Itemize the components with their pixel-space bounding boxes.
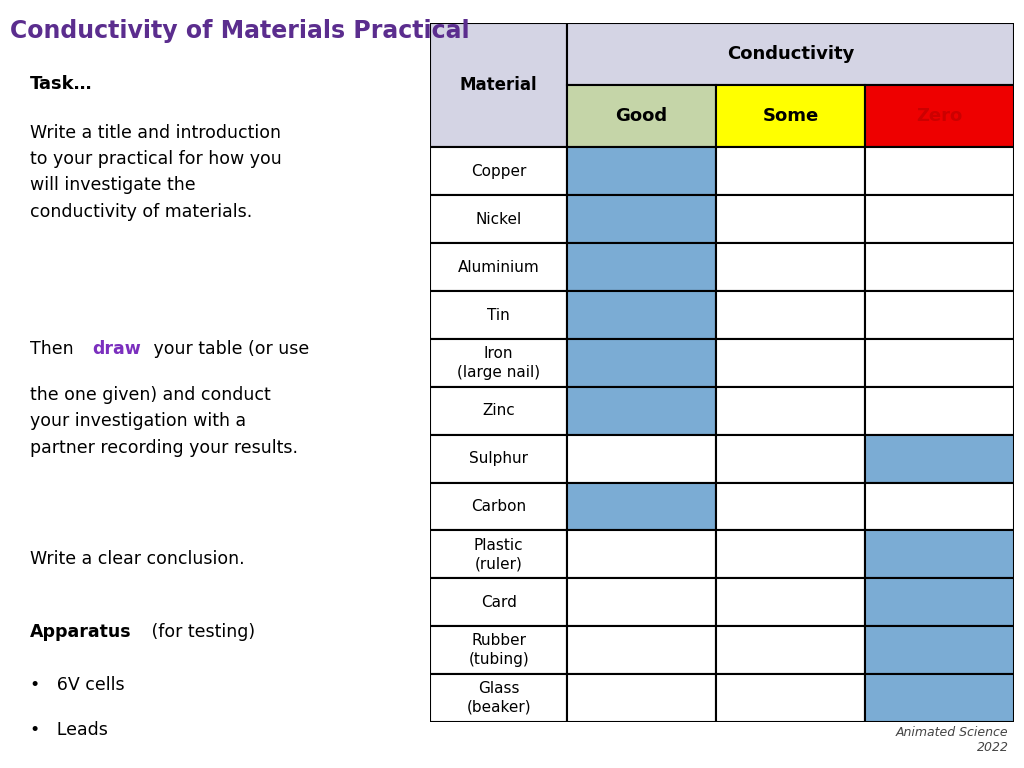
Bar xyxy=(716,291,865,339)
Text: Good: Good xyxy=(615,108,668,125)
Text: Iron
(large nail): Iron (large nail) xyxy=(457,346,541,379)
Bar xyxy=(430,387,567,435)
Text: Zinc: Zinc xyxy=(482,403,515,419)
Text: Task…: Task… xyxy=(31,74,93,93)
Text: Plastic
(ruler): Plastic (ruler) xyxy=(474,538,523,571)
Bar xyxy=(567,23,1014,85)
Bar xyxy=(567,387,716,435)
Text: (for testing): (for testing) xyxy=(146,624,255,641)
Bar xyxy=(865,339,1014,387)
Bar xyxy=(430,531,567,578)
Bar xyxy=(865,387,1014,435)
Bar xyxy=(567,482,716,531)
Text: the one given) and conduct
your investigation with a
partner recording your resu: the one given) and conduct your investig… xyxy=(31,386,298,456)
Text: Aluminium: Aluminium xyxy=(458,260,540,275)
Bar xyxy=(716,578,865,626)
Text: •   6V cells: • 6V cells xyxy=(31,676,125,694)
Text: Tin: Tin xyxy=(487,307,510,323)
Text: Rubber
(tubing): Rubber (tubing) xyxy=(468,634,529,667)
Bar xyxy=(430,147,567,195)
Bar xyxy=(567,531,716,578)
Bar xyxy=(430,578,567,626)
Bar xyxy=(567,243,716,291)
Bar xyxy=(430,435,567,482)
Text: Apparatus: Apparatus xyxy=(31,624,132,641)
Bar xyxy=(430,23,567,147)
Bar xyxy=(430,626,567,674)
Bar xyxy=(567,195,716,243)
Text: draw: draw xyxy=(92,340,141,359)
Bar xyxy=(716,387,865,435)
Text: Material: Material xyxy=(460,76,538,94)
Bar xyxy=(567,339,716,387)
Text: your table (or use: your table (or use xyxy=(148,340,309,359)
Bar xyxy=(567,674,716,722)
Text: Some: Some xyxy=(763,108,818,125)
Bar xyxy=(716,482,865,531)
Bar xyxy=(716,195,865,243)
Bar xyxy=(430,339,567,387)
Text: Carbon: Carbon xyxy=(471,499,526,514)
Text: Conductivity of Materials Practical: Conductivity of Materials Practical xyxy=(10,19,470,43)
Bar xyxy=(430,195,567,243)
Text: Conductivity: Conductivity xyxy=(727,45,854,63)
Bar xyxy=(567,291,716,339)
Bar xyxy=(865,674,1014,722)
Bar xyxy=(865,482,1014,531)
Bar xyxy=(567,435,716,482)
Bar xyxy=(567,85,716,147)
Bar xyxy=(865,147,1014,195)
Bar xyxy=(716,674,865,722)
Bar xyxy=(430,482,567,531)
Text: Write a clear conclusion.: Write a clear conclusion. xyxy=(31,550,245,568)
Bar xyxy=(865,243,1014,291)
Bar xyxy=(567,578,716,626)
Text: Zero: Zero xyxy=(916,108,963,125)
Bar xyxy=(567,626,716,674)
Text: Copper: Copper xyxy=(471,164,526,179)
Text: Animated Science
2022: Animated Science 2022 xyxy=(896,727,1009,754)
Bar xyxy=(567,147,716,195)
Text: Then: Then xyxy=(31,340,79,359)
Bar xyxy=(865,85,1014,147)
Bar xyxy=(716,435,865,482)
Bar xyxy=(865,291,1014,339)
Bar xyxy=(716,339,865,387)
Text: Sulphur: Sulphur xyxy=(469,451,528,466)
Text: Nickel: Nickel xyxy=(475,212,522,227)
Text: •   Leads: • Leads xyxy=(31,721,109,739)
Text: Glass
(beaker): Glass (beaker) xyxy=(466,681,531,715)
Bar xyxy=(865,195,1014,243)
Bar xyxy=(865,531,1014,578)
Bar xyxy=(430,674,567,722)
Bar xyxy=(716,85,865,147)
Bar xyxy=(865,578,1014,626)
Bar xyxy=(716,243,865,291)
Bar xyxy=(716,147,865,195)
Bar xyxy=(865,435,1014,482)
Bar xyxy=(430,243,567,291)
Bar xyxy=(430,291,567,339)
Bar xyxy=(865,626,1014,674)
Bar xyxy=(716,626,865,674)
Text: Write a title and introduction
to your practical for how you
will investigate th: Write a title and introduction to your p… xyxy=(31,124,282,221)
Text: •   Lamp: • Lamp xyxy=(31,766,105,768)
Bar xyxy=(716,531,865,578)
Text: Card: Card xyxy=(480,594,516,610)
